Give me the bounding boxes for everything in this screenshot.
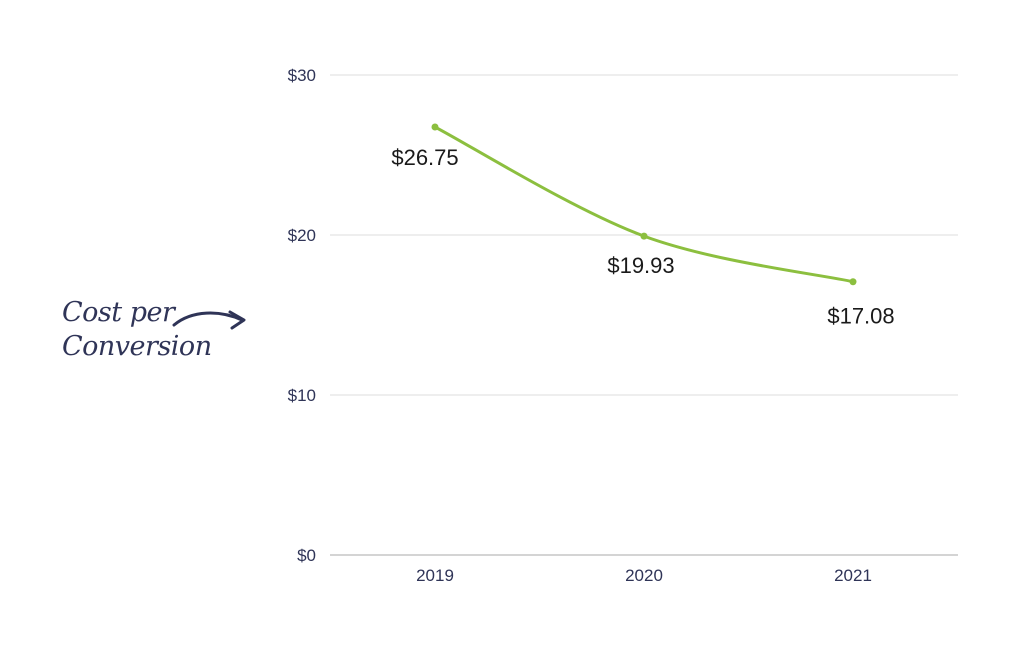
x-tick-label: 2021	[834, 566, 872, 585]
data-label: $19.93	[607, 253, 674, 278]
data-point	[640, 232, 648, 240]
data-point	[431, 123, 439, 131]
y-tick-label: $20	[288, 226, 316, 245]
x-tick-label: 2019	[416, 566, 454, 585]
y-tick-label: $10	[288, 386, 316, 405]
y-axis-label-line-1: Cost per	[62, 297, 175, 328]
y-tick-label: $30	[288, 66, 316, 85]
x-tick-label: 2020	[625, 566, 663, 585]
arrow-right-icon	[172, 310, 246, 330]
y-axis-label-line-2: Conversion	[62, 331, 212, 362]
data-point	[849, 278, 857, 286]
data-label: $26.75	[391, 145, 458, 170]
y-axis-label: Cost per Conversion	[62, 296, 212, 364]
y-tick-label: $0	[297, 546, 316, 565]
data-label: $17.08	[827, 304, 894, 329]
